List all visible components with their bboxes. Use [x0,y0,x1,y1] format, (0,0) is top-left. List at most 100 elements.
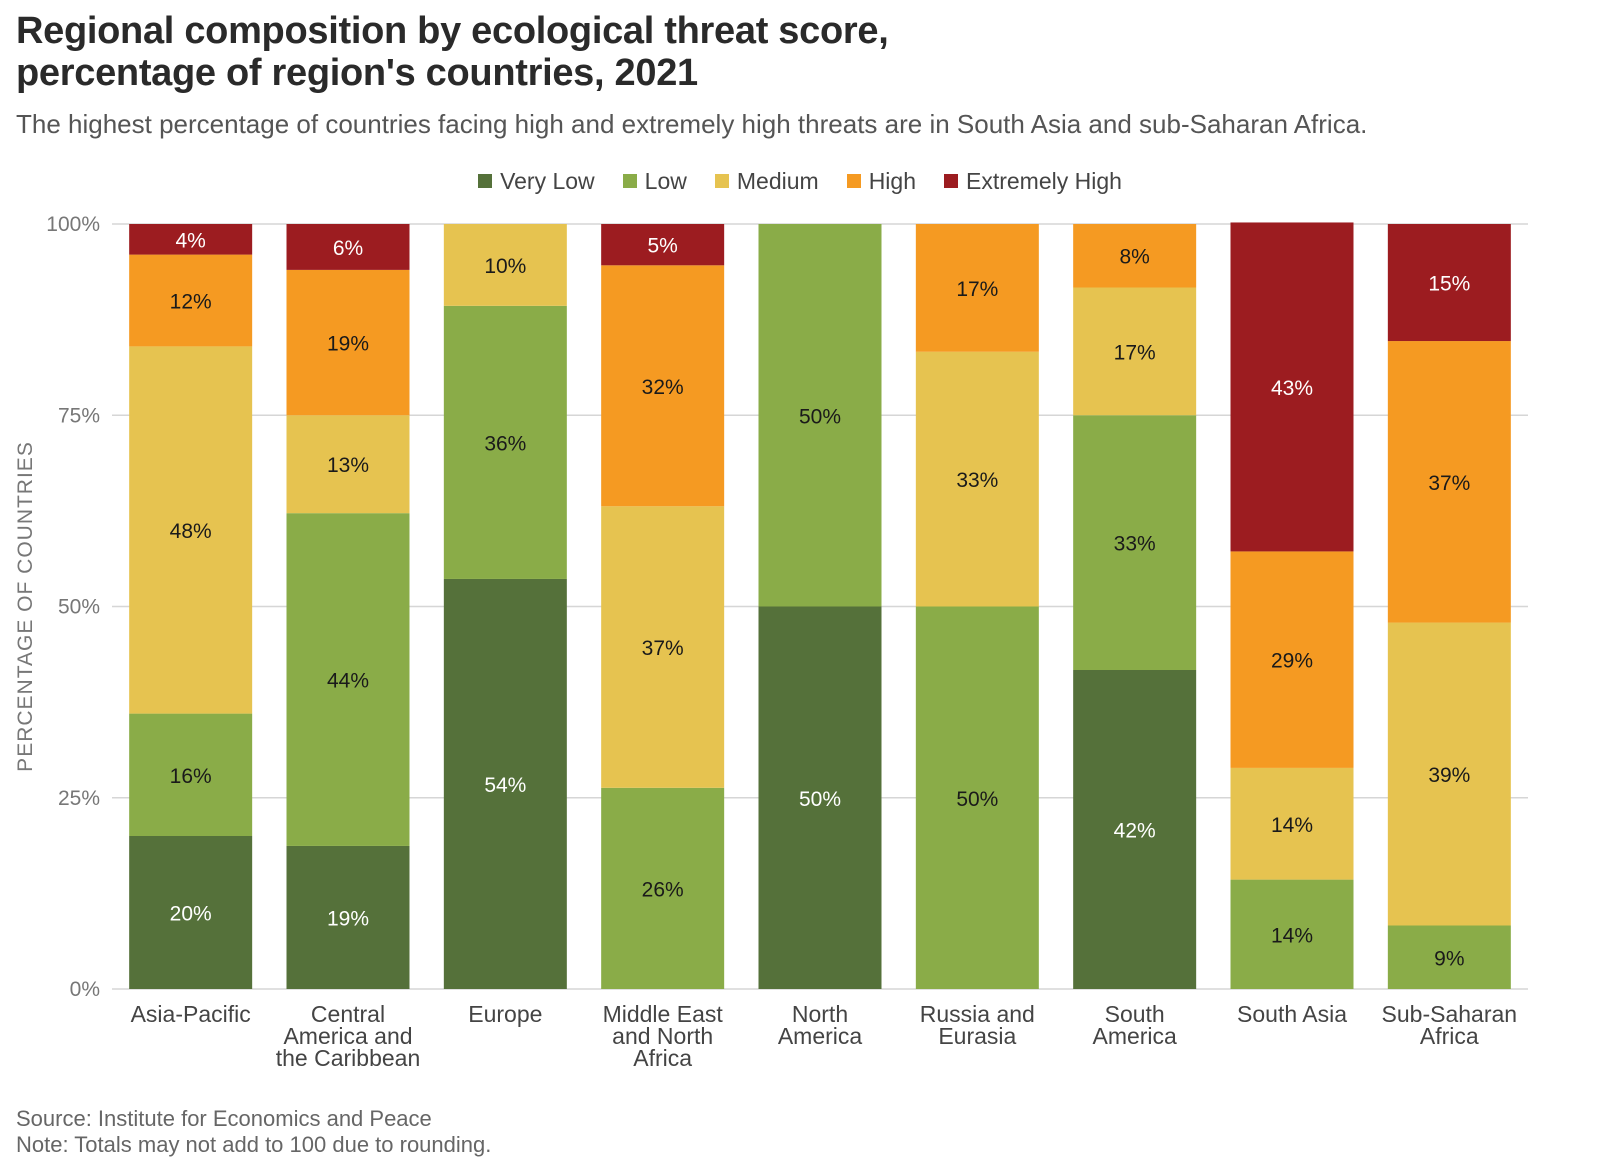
legend-swatch-extremely-high [944,174,958,188]
data-label: 48% [170,520,212,543]
data-label: 54% [484,774,526,797]
bar-segment-asia-pacific-extremely-high [129,224,253,255]
x-tick-label: North America [778,1001,863,1049]
data-label: 39% [1428,764,1470,787]
bar-segment-south-asia-high [1230,551,1354,768]
x-tick-label-line: Asia-Pacific [131,1001,251,1027]
x-tick-label-line: North [792,1001,848,1027]
x-tick-label-line: Middle East [603,1001,724,1027]
x-tick-label-line: America and [283,1023,412,1049]
legend-label-extremely-high: Extremely High [966,167,1122,194]
legend-swatch-high [846,174,861,188]
legend-label-high: High [868,167,916,194]
x-tick-label: South America [1092,1001,1177,1049]
data-label: 50% [956,788,998,811]
bar-segment-asia-pacific-low [129,713,253,836]
bar-segment-asia-pacific-medium [129,346,253,714]
bar-segment-sub-saharan-africa-medium [1387,622,1511,926]
bar-segment-middle-east-and-north-africa-extremely-high [601,224,725,266]
x-tick-label-line: Africa [1420,1023,1479,1049]
legend-item-low: Low [622,166,687,196]
legend-item-medium: Medium [714,166,819,196]
data-label: 50% [799,405,841,428]
bar-segment-russia-and-eurasia-high [915,224,1039,352]
data-label: 12% [170,291,212,314]
data-label: 32% [642,376,684,399]
y-tick-label: 25% [58,787,100,810]
y-tick-label: 50% [58,596,100,619]
data-label: 36% [484,432,526,455]
bar-segment-europe-low [443,305,567,579]
bar-segment-north-america-low [758,224,882,607]
x-tick-label: Sub-Saharan Africa [1382,1001,1518,1049]
x-tick-label-line: and North [612,1023,713,1049]
x-tick-label-line: America [1092,1023,1177,1049]
data-label: 16% [170,765,212,788]
x-tick-label: South Asia [1237,1001,1347,1027]
legend-label-low: Low [644,167,687,194]
bar-segment-south-asia-low [1230,879,1354,989]
data-label: 4% [175,229,205,252]
x-tick-label-line: South Asia [1237,1001,1347,1027]
y-tick-label: 100% [46,213,100,236]
bars [129,222,1511,989]
data-label: 20% [170,903,212,926]
data-label: 14% [1271,924,1313,947]
y-axis-ticks: 0% 25% 50% 75% 100% [46,213,100,1001]
data-label: 5% [647,235,677,258]
bar-segment-sub-saharan-africa-high [1387,341,1511,623]
bar-segment-middle-east-and-north-africa-medium [601,506,725,788]
bar-segment-central-america-and-the-caribbean-very-low [286,845,410,989]
data-label: 9% [1434,947,1464,970]
bar-segment-sub-saharan-africa-low [1387,925,1511,989]
x-tick-label-line: Sub-Saharan [1382,1001,1518,1027]
legend-item-extremely-high: Extremely High [944,166,1122,196]
bar-segment-central-america-and-the-caribbean-high [286,269,410,416]
data-label: 37% [1428,472,1470,495]
data-label: 44% [327,670,369,693]
data-label: 19% [327,333,369,356]
bar-segment-middle-east-and-north-africa-high [601,265,725,507]
x-tick-label-line: Russia and [920,1001,1035,1027]
data-labels: 20% 16% 48% 12% 4% 19% 44% 13% 19% 6% 54% 36% 10% 26%… [170,229,1471,970]
legend-item-high: High [846,166,916,196]
data-label: 14% [1271,814,1313,837]
chart-footer: Source: Institute for Economics and Peac… [16,1106,491,1158]
bar-segment-sub-saharan-africa-extremely-high [1387,224,1511,342]
y-tick-label: 75% [58,404,100,427]
bar-segment-russia-and-eurasia-low [915,606,1039,989]
x-tick-label: Russia and Eurasia [920,1001,1035,1049]
bar-segment-central-america-and-the-caribbean-low [286,513,410,846]
rounding-note: Note: Totals may not add to 100 due to r… [16,1132,492,1157]
x-tick-label: Europe [468,1001,542,1027]
data-label: 33% [956,469,998,492]
bar-segment-europe-medium [443,224,567,306]
x-tick-label-line: America [778,1023,863,1049]
data-label: 42% [1114,819,1156,842]
data-label: 19% [327,907,369,930]
bar-segment-europe-very-low [443,578,567,989]
bar-segment-asia-pacific-high [129,254,253,347]
x-tick-label-line: the Caribbean [276,1045,421,1071]
data-label: 26% [642,878,684,901]
bar-segment-central-america-and-the-caribbean-medium [286,415,410,514]
bar-segment-middle-east-and-north-africa-low [601,787,725,989]
data-label: 6% [333,237,363,260]
data-label: 15% [1428,273,1470,296]
x-tick-label: Central America and the Caribbean [276,1001,421,1071]
data-label: 13% [327,454,369,477]
bar-segment-south-america-medium [1073,287,1197,416]
legend-item-very-low: Very Low [478,166,595,196]
stacked-bar-chart: 0% 25% 50% 75% 100% PERCENTAGE OF COUNTRIES 20… [14,213,1528,1071]
y-axis-title: PERCENTAGE OF COUNTRIES [14,441,37,772]
x-tick-label-line: Eurasia [938,1023,1016,1049]
data-label: 8% [1119,246,1149,269]
bar-segment-central-america-and-the-caribbean-extremely-high [286,224,410,270]
x-tick-label: Asia-Pacific [131,1001,251,1027]
x-tick-label-line: Europe [468,1001,542,1027]
x-tick-label: Middle East and North Africa [603,1001,724,1071]
x-tick-label-line: Africa [633,1045,692,1071]
chart-title: Regional composition by ecological threa… [16,10,889,94]
data-label: 37% [642,637,684,660]
chart-title-line-1: Regional composition by ecological threa… [16,10,889,52]
